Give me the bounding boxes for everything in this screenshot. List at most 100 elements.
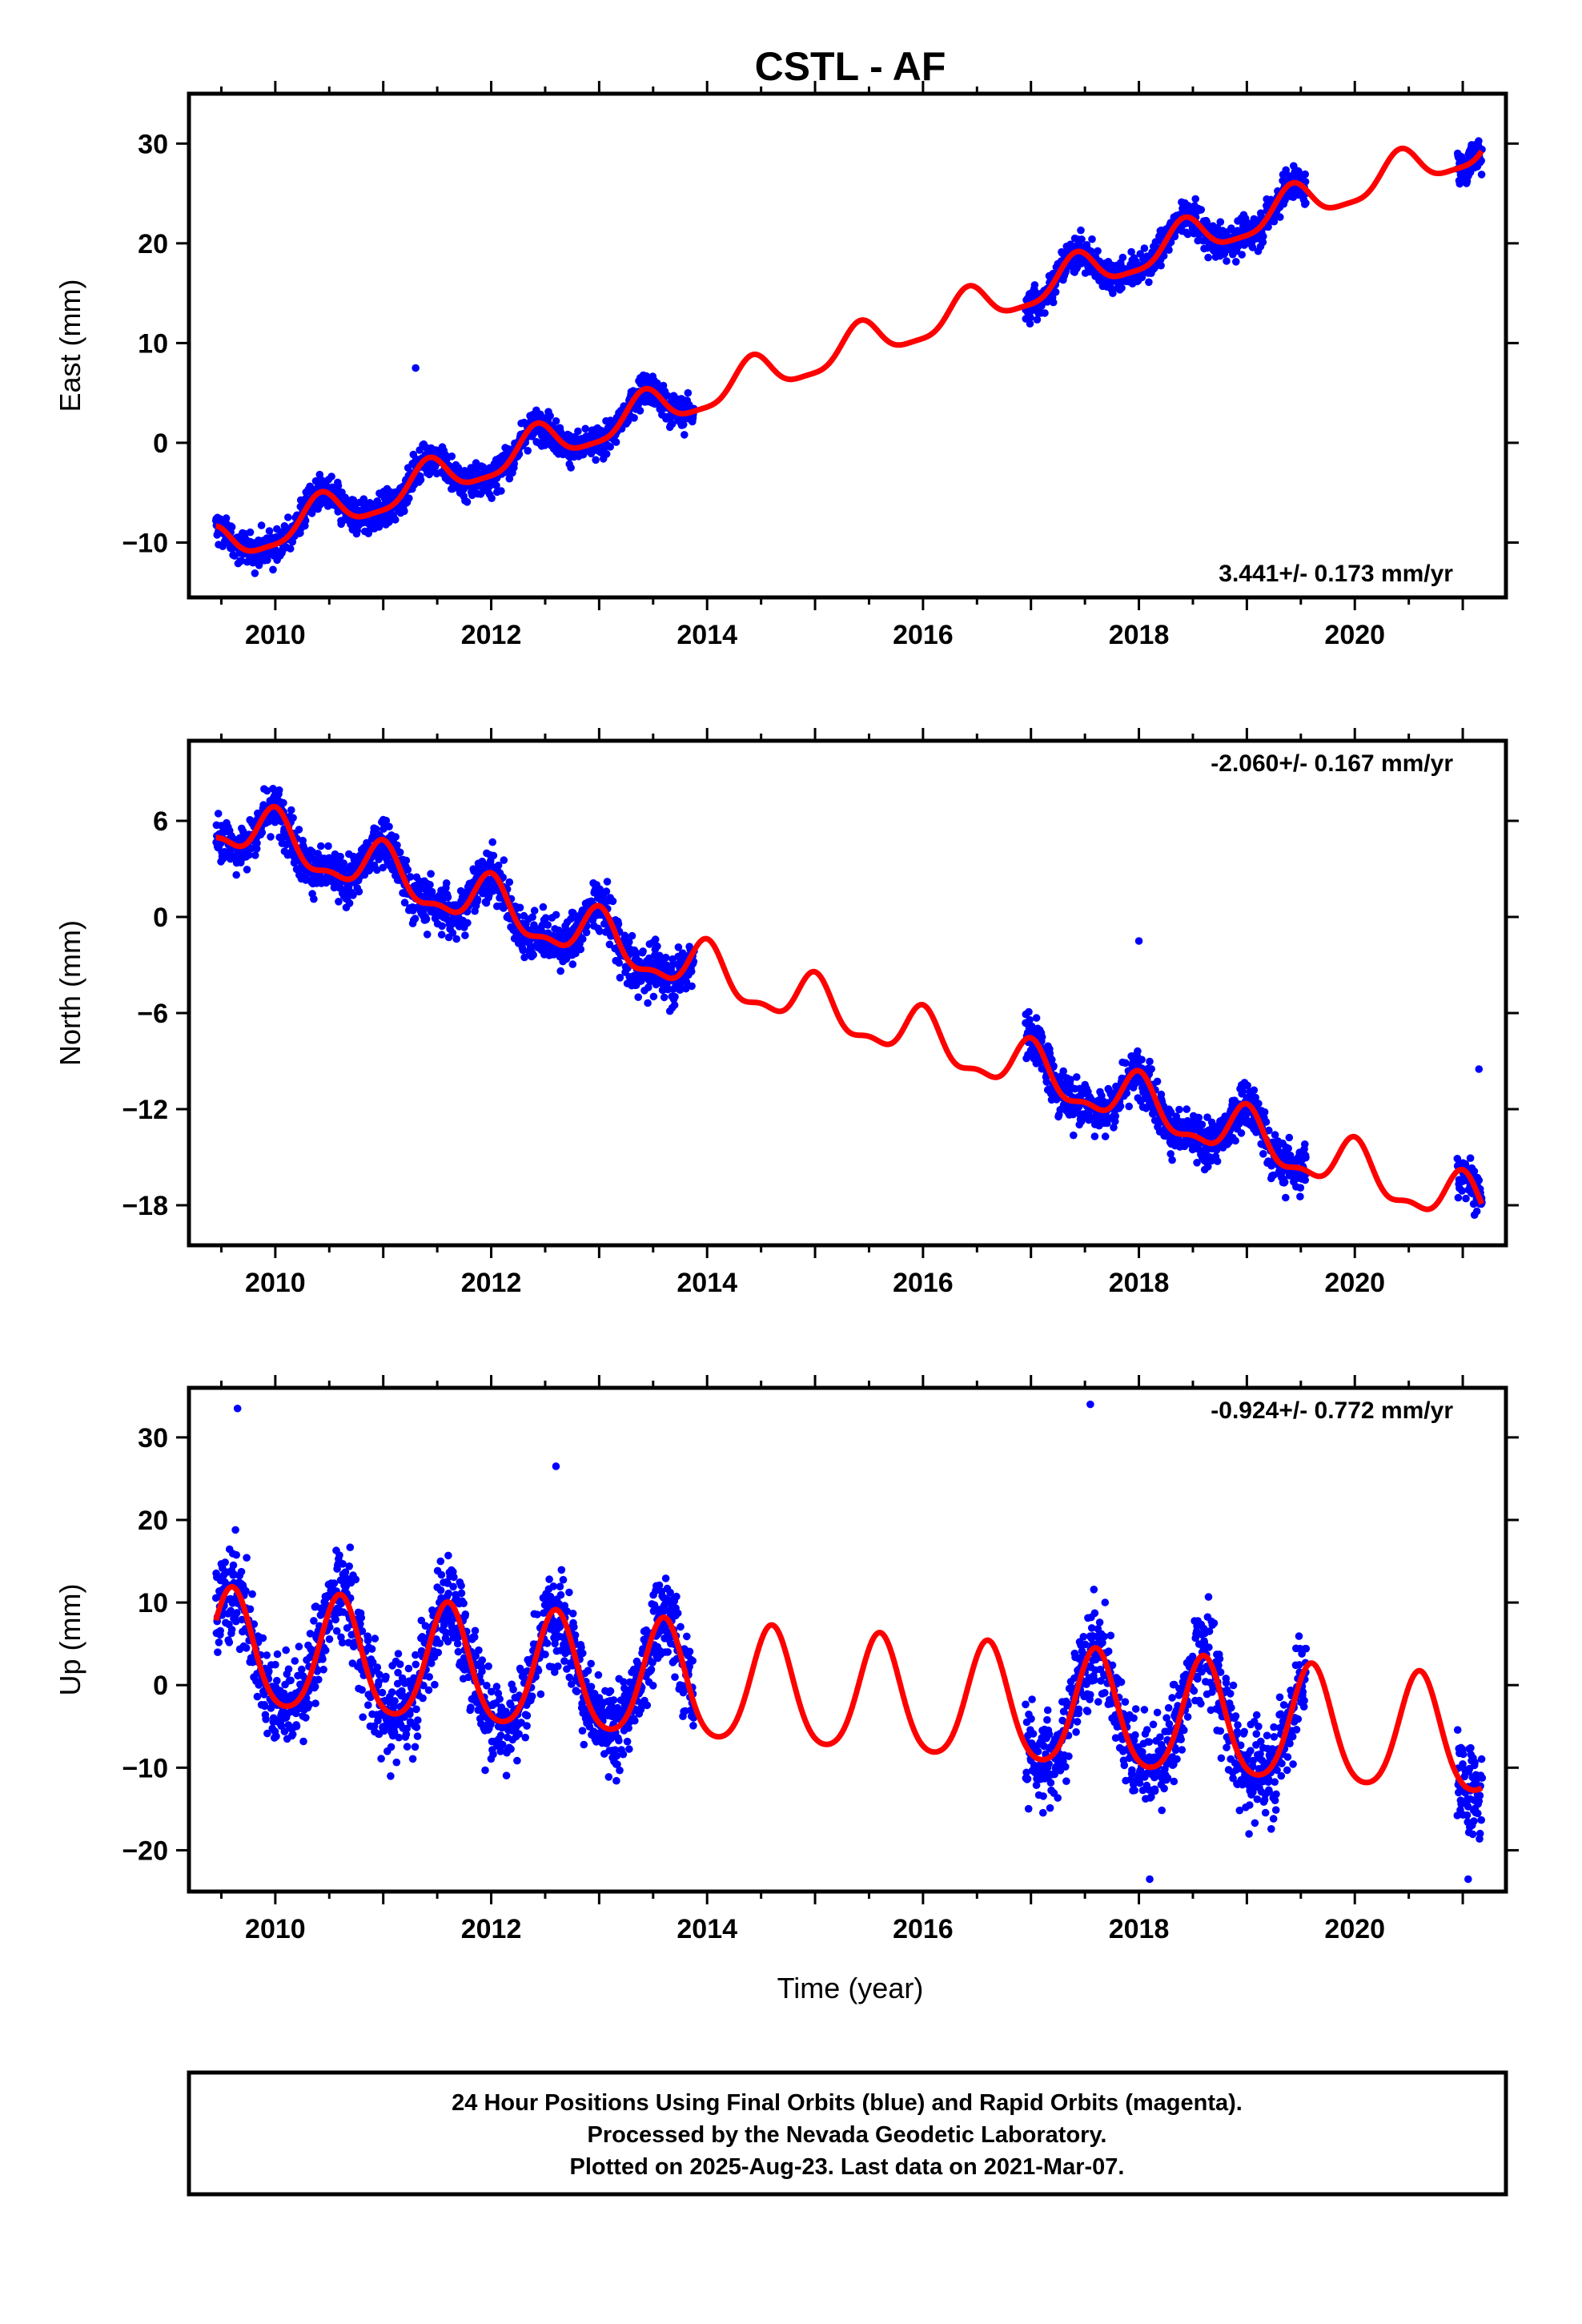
data-point xyxy=(1302,199,1310,207)
data-point xyxy=(406,873,415,881)
data-point xyxy=(319,1666,327,1674)
data-point xyxy=(1282,1193,1290,1202)
data-point xyxy=(215,1638,223,1647)
data-point xyxy=(273,1650,282,1659)
data-point xyxy=(225,1638,234,1647)
data-point xyxy=(385,822,393,830)
data-point xyxy=(214,810,223,818)
y-axis-label: East (mm) xyxy=(54,279,86,412)
data-point xyxy=(497,487,505,495)
data-point xyxy=(1094,247,1102,255)
data-point xyxy=(367,1645,376,1653)
data-point xyxy=(327,472,335,480)
data-point xyxy=(1033,316,1042,324)
data-point xyxy=(311,1683,319,1691)
data-point xyxy=(1078,235,1086,243)
data-point xyxy=(282,1646,291,1655)
data-point xyxy=(391,833,400,841)
data-point xyxy=(603,878,612,886)
data-point xyxy=(321,1647,330,1655)
data-point xyxy=(664,392,672,400)
data-point xyxy=(681,431,689,439)
data-point xyxy=(1026,313,1034,322)
data-point xyxy=(396,1660,404,1668)
data-point xyxy=(1477,171,1486,179)
data-point xyxy=(651,935,660,943)
data-point xyxy=(299,1737,307,1746)
data-point xyxy=(489,851,498,860)
data-point xyxy=(1284,1144,1292,1152)
data-point xyxy=(1116,1102,1125,1111)
data-point xyxy=(448,929,457,937)
data-point xyxy=(325,1635,334,1643)
data-point xyxy=(1122,1059,1130,1068)
data-point xyxy=(292,1722,301,1731)
data-point xyxy=(1090,1132,1099,1140)
data-point xyxy=(1295,169,1303,177)
data-point xyxy=(357,1614,366,1622)
data-point xyxy=(1168,1156,1176,1164)
data-point xyxy=(335,1551,343,1559)
data-point xyxy=(505,878,514,887)
data-point xyxy=(1238,251,1246,259)
data-point xyxy=(539,903,548,911)
data-point xyxy=(1147,1065,1155,1073)
data-point xyxy=(391,1697,399,1705)
data-point xyxy=(1223,257,1231,265)
data-point xyxy=(636,407,644,415)
data-points xyxy=(212,785,1486,1219)
data-point xyxy=(1026,320,1034,328)
data-point xyxy=(1280,1178,1289,1186)
x-tick-label: 2016 xyxy=(893,620,954,650)
data-point xyxy=(269,565,277,574)
data-point xyxy=(1153,1077,1162,1086)
data-point xyxy=(567,464,575,472)
data-point xyxy=(359,1713,367,1721)
data-point xyxy=(1216,218,1225,227)
data-point xyxy=(349,891,357,899)
data-point xyxy=(258,828,267,837)
data-point xyxy=(394,1650,403,1658)
data-point xyxy=(1165,246,1173,255)
data-point xyxy=(426,881,434,889)
data-point xyxy=(284,513,292,521)
data-point xyxy=(355,887,363,896)
data-point xyxy=(1259,1150,1267,1158)
data-point xyxy=(358,1686,366,1694)
data-point xyxy=(331,1615,340,1624)
data-point xyxy=(628,931,636,940)
data-point xyxy=(364,1701,372,1709)
data-point xyxy=(1255,1100,1263,1108)
data-point xyxy=(295,826,303,834)
data-point xyxy=(568,960,577,968)
data-point xyxy=(1475,137,1483,145)
data-point xyxy=(1301,1140,1309,1148)
data-point xyxy=(524,447,532,455)
data-point xyxy=(272,1732,280,1740)
data-point xyxy=(289,814,297,822)
data-point xyxy=(279,798,287,807)
data-point xyxy=(574,427,582,436)
data-point xyxy=(391,516,400,524)
data-point xyxy=(442,879,451,887)
data-point xyxy=(1140,244,1149,252)
data-point xyxy=(1462,1194,1470,1203)
data-point xyxy=(275,786,283,794)
data-point xyxy=(271,1660,279,1669)
data-point xyxy=(671,992,679,1001)
data-points xyxy=(211,1400,1487,1884)
data-point xyxy=(649,992,658,1001)
data-point xyxy=(232,1550,241,1559)
data-point xyxy=(262,1715,270,1723)
data-point xyxy=(1213,1157,1222,1165)
data-point xyxy=(612,438,620,446)
data-point xyxy=(263,1651,271,1659)
data-point xyxy=(473,895,482,903)
data-point xyxy=(1127,247,1135,256)
model-line xyxy=(215,145,1484,554)
data-point xyxy=(688,982,696,991)
data-point xyxy=(1032,1014,1041,1022)
data-point xyxy=(505,474,514,483)
data-point xyxy=(307,509,316,517)
